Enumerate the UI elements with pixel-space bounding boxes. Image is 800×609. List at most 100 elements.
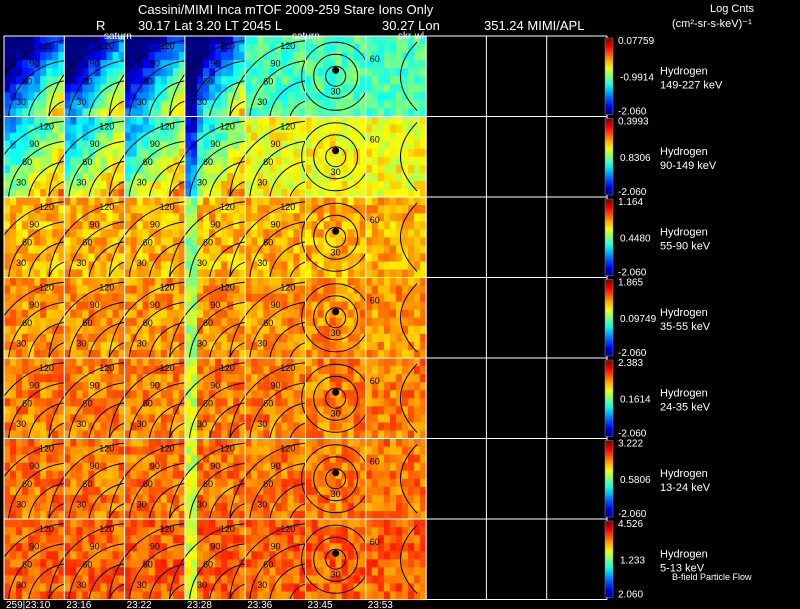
heatmap-cell (148, 269, 156, 279)
heatmap-cell (100, 390, 108, 399)
heatmap-cell (227, 229, 234, 238)
heatmap-cell (359, 84, 367, 93)
heatmap-cell (46, 390, 53, 399)
heatmap-cell (100, 470, 108, 480)
heatmap-cell (209, 140, 216, 150)
heatmap-cell (148, 213, 156, 222)
heatmap-cell (40, 430, 47, 440)
heatmap-cell (94, 559, 102, 568)
heatmap-cell (178, 325, 186, 335)
heatmap-cell (166, 164, 174, 174)
heatmap-cell (209, 253, 216, 262)
heatmap-cell (142, 325, 150, 335)
heatmap-cell (263, 382, 270, 391)
heatmap-cell (196, 36, 204, 45)
heatmap-cell (215, 510, 222, 520)
heatmap-cell (130, 446, 138, 456)
heatmap-cell (94, 486, 102, 496)
heatmap-cell (420, 414, 427, 423)
contour-label: 60 (143, 157, 153, 167)
heatmap-cell (190, 116, 198, 126)
heatmap-cell (10, 462, 17, 472)
heatmap-cell (263, 486, 270, 496)
heatmap-cell (263, 527, 270, 536)
heatmap-cell (311, 398, 319, 407)
heatmap-cell (184, 527, 192, 536)
heatmap-cell (16, 213, 23, 222)
heatmap-cell (221, 559, 228, 568)
heatmap-cell (178, 527, 186, 536)
heatmap-cell (196, 116, 204, 126)
heatmap-cell (239, 197, 246, 206)
heatmap-cell (178, 406, 186, 415)
heatmap-cell (395, 486, 403, 496)
heatmap-cell (305, 197, 313, 206)
heatmap-cell (148, 180, 156, 190)
heatmap-cell (287, 277, 295, 287)
heatmap-cell (196, 333, 204, 343)
heatmap-cell (136, 229, 144, 238)
heatmap-cell (377, 213, 385, 222)
heatmap-cell (118, 454, 126, 464)
heatmap-cell (4, 519, 11, 528)
heatmap-cell (269, 527, 276, 536)
heatmap-cell (389, 478, 397, 488)
contour-label: 60 (143, 318, 153, 328)
heatmap-cell (281, 462, 289, 472)
heatmap-cell (335, 438, 343, 448)
heatmap-cell (40, 535, 47, 544)
heatmap-cell (106, 535, 114, 544)
heatmap-cell (209, 221, 216, 230)
heatmap-cell (414, 277, 421, 287)
heatmap-cell (118, 478, 126, 488)
heatmap-cell (4, 510, 11, 520)
heatmap-cell (4, 92, 11, 101)
heatmap-cell (287, 349, 295, 359)
heatmap-cell (281, 502, 289, 512)
heatmap-cell (112, 422, 120, 432)
heatmap-cell (70, 422, 77, 432)
heatmap-cell (52, 398, 59, 407)
heatmap-cell (136, 124, 144, 134)
heatmap-cell (40, 148, 47, 158)
heatmap-cell (347, 454, 355, 464)
heatmap-cell (263, 438, 270, 448)
heatmap-cell (323, 197, 331, 206)
heatmap-cell (389, 341, 397, 351)
heatmap-cell (202, 213, 210, 222)
heatmap-cell (269, 100, 276, 110)
heatmap-cell (401, 293, 409, 303)
heatmap-cell (76, 180, 83, 190)
heatmap-cell (76, 341, 83, 351)
heatmap-cell (196, 349, 204, 359)
heatmap-cell (46, 502, 53, 512)
heatmap-cell (136, 358, 144, 367)
heatmap-cell (281, 188, 289, 198)
heatmap-cell (383, 301, 391, 311)
heatmap-cell (190, 301, 198, 311)
heatmap-cell (215, 84, 222, 93)
heatmap-cell (269, 398, 276, 407)
contour-label: 60 (143, 559, 153, 569)
heatmap-cell (202, 430, 210, 440)
heatmap-cell (70, 559, 77, 568)
heatmap-cell (365, 92, 373, 101)
heatmap-cell (10, 205, 17, 214)
heatmap-cell (190, 591, 198, 601)
heatmap-cell (257, 591, 264, 601)
heatmap-cell (227, 494, 234, 504)
heatmap-cell (100, 229, 108, 238)
heatmap-cell (281, 358, 289, 367)
contour-line (108, 522, 193, 608)
heatmap-cell (112, 317, 120, 327)
heatmap-cell (305, 68, 313, 77)
heatmap-cell (414, 398, 421, 407)
heatmap-cell (34, 293, 41, 303)
heatmap-cell (130, 317, 138, 327)
heatmap-cell (293, 486, 301, 496)
heatmap-cell (142, 52, 150, 61)
heatmap-cell (22, 132, 29, 142)
heatmap-cell (142, 132, 150, 142)
heatmap-cell (202, 462, 210, 472)
heatmap-cell (359, 221, 367, 230)
